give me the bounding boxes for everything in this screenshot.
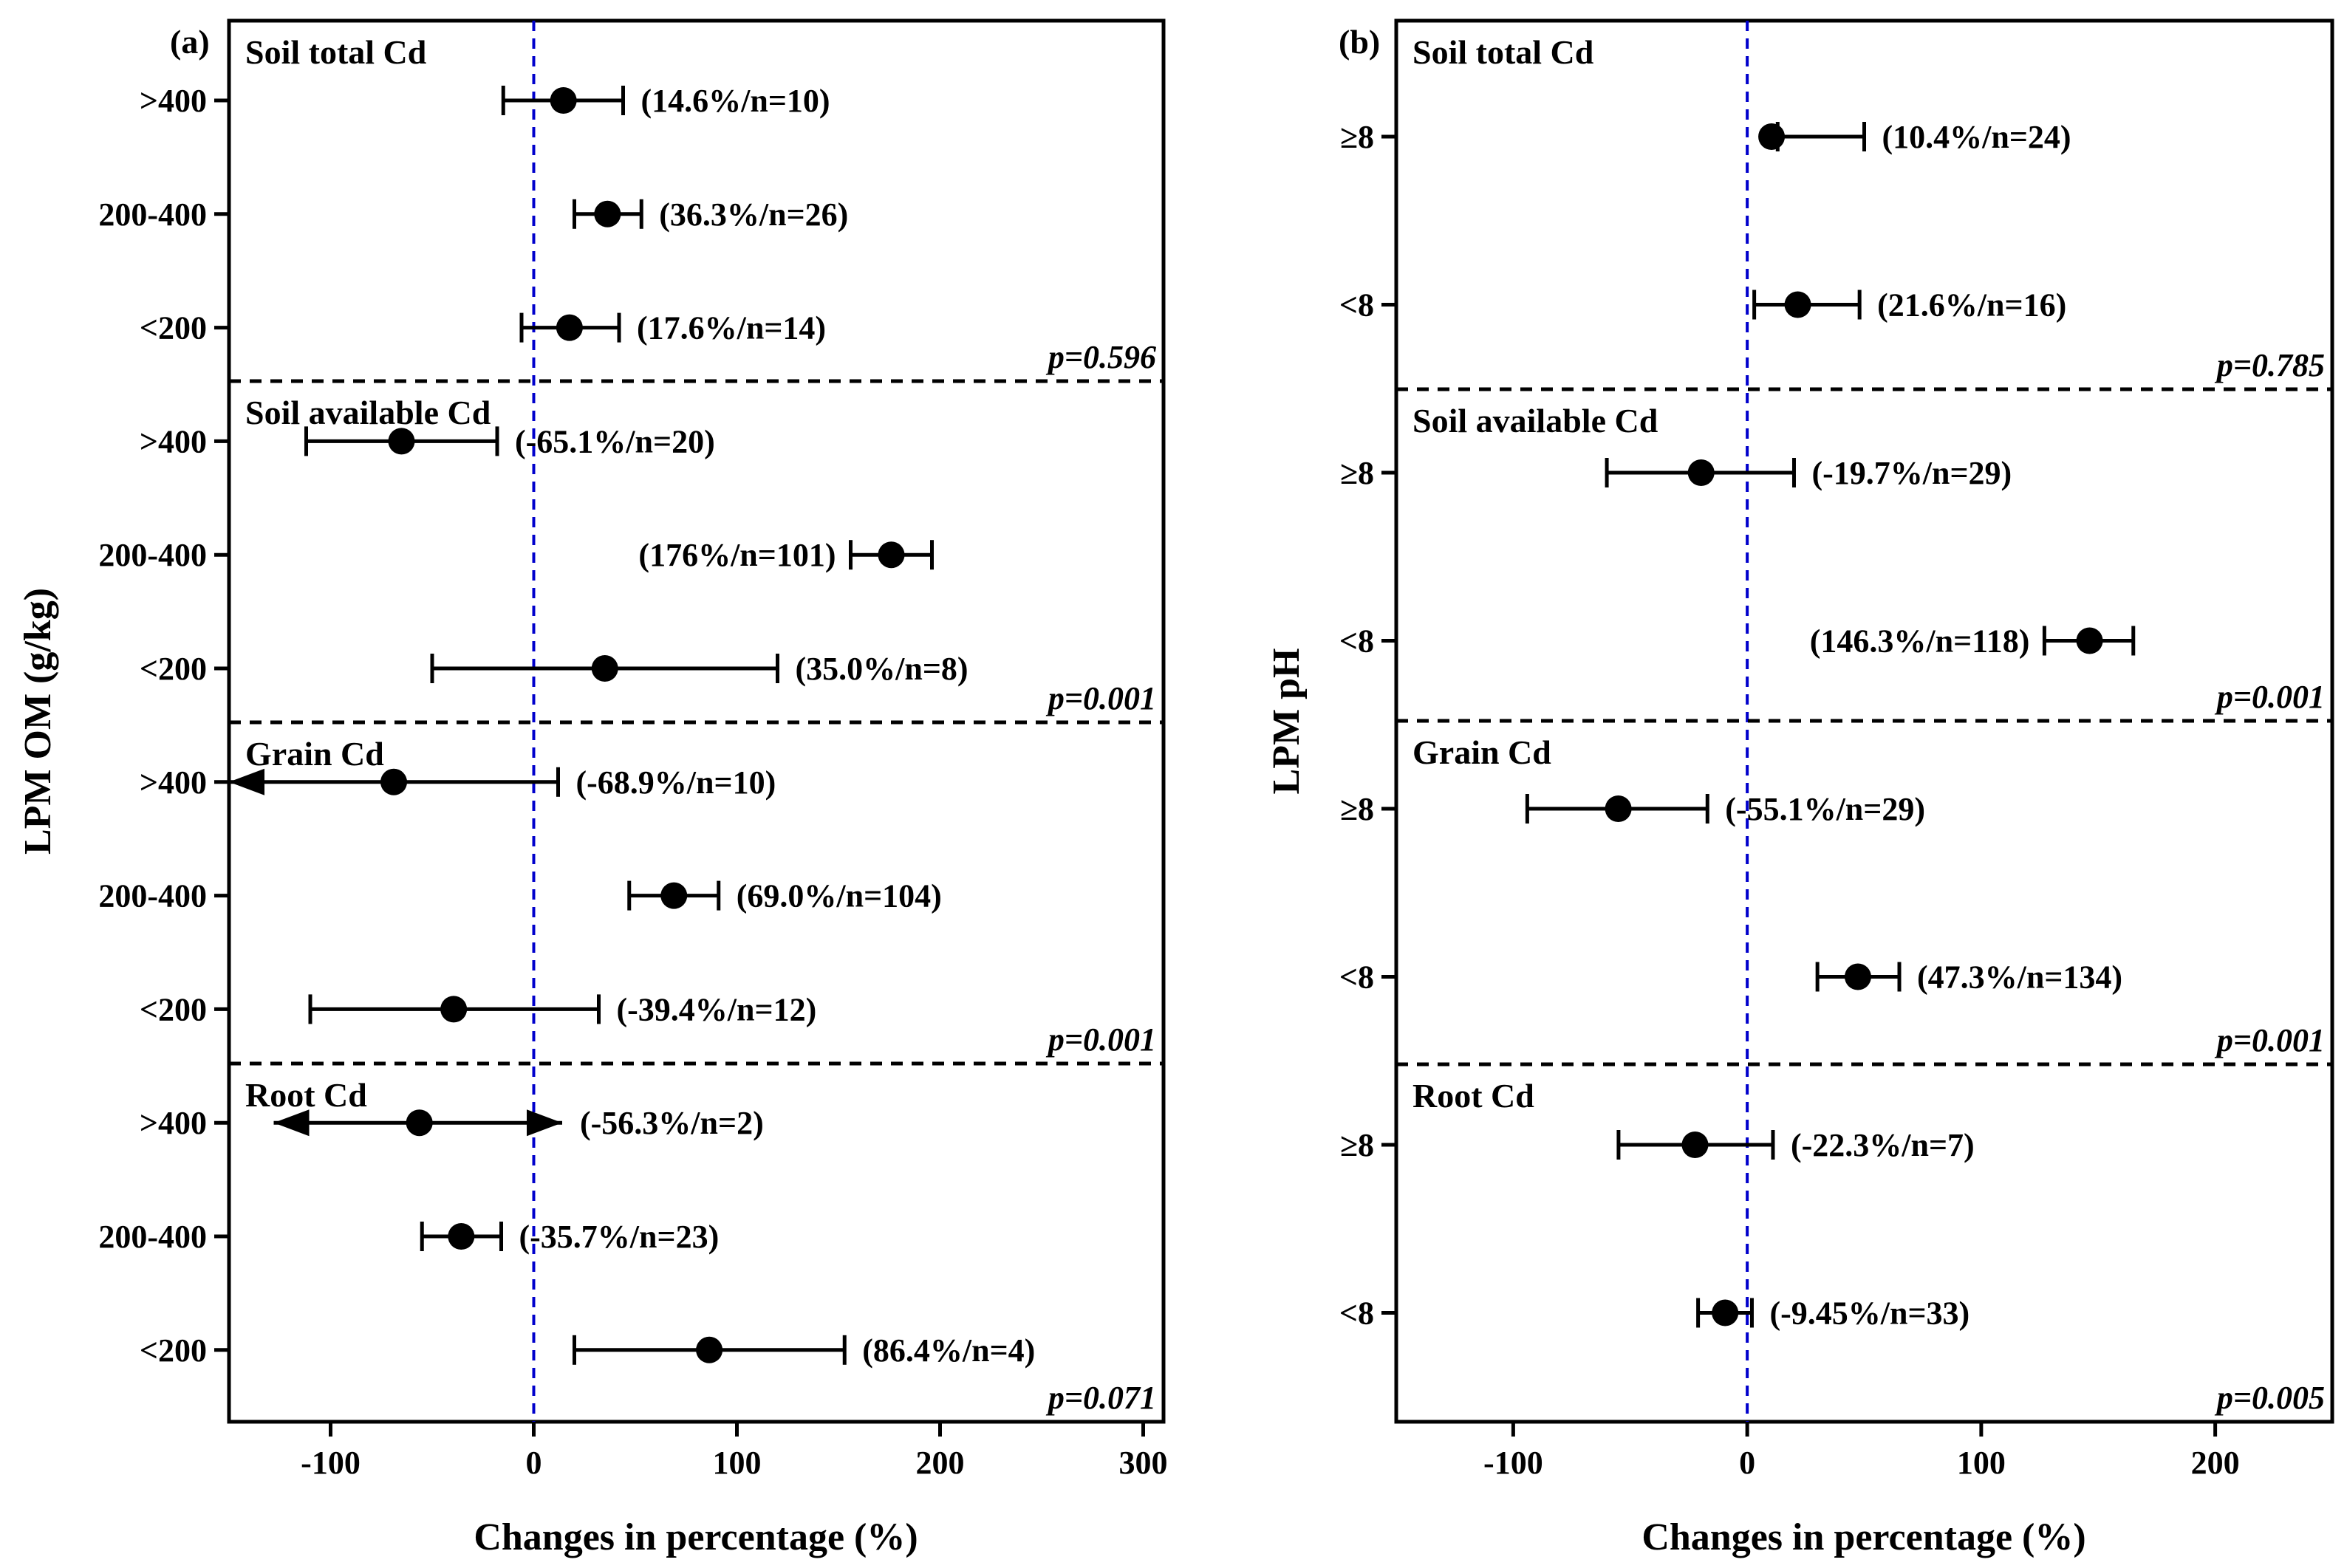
panel-a-group-title: Grain Cd [245, 735, 384, 773]
panel-a-y-tick-label: <200 [140, 651, 207, 687]
panel-a-p-value: p=0.071 [1045, 1380, 1156, 1416]
panel-a-y-tick-label: <200 [140, 1332, 207, 1369]
panel-a-y-tick-label: >400 [140, 83, 207, 119]
panel-a-mean-point [878, 541, 905, 569]
panel-b-group-title: Soil total Cd [1412, 33, 1594, 71]
panel-a-y-tick-label: >400 [140, 764, 207, 801]
panel-b-data-label: (10.4%/n=24) [1882, 119, 2071, 155]
panel-b-tag: (b) [1339, 23, 1380, 61]
panel-a-tag: (a) [170, 23, 210, 61]
panel-b-data-label: (146.3%/n=118) [1810, 623, 2030, 660]
panel-b-x-tick-label: 200 [2191, 1445, 2240, 1481]
panel-a-y-tick-label: 200-400 [98, 196, 207, 233]
panel-a-y-tick-label: <200 [140, 991, 207, 1027]
panel-a-data-label: (14.6%/n=10) [641, 83, 830, 119]
panel-a-mean-point [556, 314, 583, 341]
panel-b-p-value: p=0.001 [2214, 679, 2325, 715]
panel-b-mean-point [1687, 459, 1715, 486]
panel-b-y-tick-label: <8 [1339, 1295, 1374, 1332]
panel-a-data-label: (69.0%/n=104) [737, 878, 942, 914]
panel-a-data-label: (17.6%/n=14) [637, 310, 826, 346]
panel-a-data-label: (36.3%/n=26) [659, 196, 848, 233]
panel-b-data-label: (-22.3%/n=7) [1791, 1127, 1975, 1163]
panel-a-data-label: (-35.7%/n=23) [519, 1219, 720, 1255]
panel-a-data-label: (-39.4%/n=12) [617, 991, 817, 1027]
panel-b-mean-point [1844, 963, 1871, 990]
panel-b-y-axis-title: LPM pH [1265, 648, 1308, 795]
panel-a-y-tick-label: 200-400 [98, 1219, 207, 1255]
panel-b-x-tick-label: -100 [1483, 1445, 1543, 1481]
panel-a-x-tick-label: 300 [1119, 1445, 1168, 1481]
panel-a-data-label: (35.0%/n=8) [796, 651, 968, 687]
panel-b-group-title: Soil available Cd [1412, 402, 1658, 439]
panel-b-y-tick-label: ≥8 [1340, 791, 1374, 827]
panel-b-x-tick-label: 100 [1957, 1445, 2006, 1481]
panel-a-x-axis-title: Changes in percentage (%) [474, 1516, 918, 1558]
panel-a-y-tick-label: >400 [140, 423, 207, 459]
panel-a-data-label: (-65.1%/n=20) [515, 423, 715, 459]
panel-a-mean-point [660, 882, 688, 909]
panel-b-y-tick-label: <8 [1339, 623, 1374, 660]
panel-a-mean-point [448, 1223, 475, 1250]
panel-a-data-label: (176%/n=101) [638, 537, 836, 573]
panel-a-mean-point [696, 1336, 723, 1363]
panel-a-mean-point [594, 200, 621, 227]
panel-b-mean-point [1784, 291, 1811, 318]
panel-b-data-label: (47.3%/n=134) [1917, 959, 2122, 996]
panel-b-x-tick-label: 0 [1739, 1445, 1755, 1481]
panel-a-p-value: p=0.001 [1045, 680, 1156, 716]
panel-a-data-label: (86.4%/n=4) [862, 1332, 1035, 1369]
panel-a-group-title: Root Cd [245, 1076, 367, 1114]
panel-b-p-value: p=0.785 [2214, 347, 2325, 383]
panel-a-mean-point [388, 428, 415, 455]
panel-a-mean-point [591, 655, 618, 682]
panel-a-p-value: p=0.001 [1045, 1021, 1156, 1058]
panel-a-y-tick-label: >400 [140, 1105, 207, 1141]
panel-b-group-title: Root Cd [1412, 1077, 1534, 1115]
panel-a-p-value: p=0.596 [1045, 339, 1156, 375]
panel-a-mean-point [550, 87, 577, 114]
panel-b-p-value: p=0.005 [2214, 1380, 2325, 1416]
panel-b-mean-point [1712, 1299, 1739, 1326]
panel-b-y-tick-label: ≥8 [1340, 1127, 1374, 1163]
panel-a-x-tick-label: 0 [526, 1445, 542, 1481]
panel-b-data-label: (-19.7%/n=29) [1811, 455, 2012, 491]
panel-a-data-label: (-68.9%/n=10) [576, 764, 776, 801]
panel-b-x-axis-title: Changes in percentage (%) [1641, 1516, 2085, 1558]
panel-a-x-tick-label: 200 [916, 1445, 965, 1481]
panel-b-mean-point [1758, 123, 1786, 150]
panel-a-y-tick-label: <200 [140, 310, 207, 346]
panel-a-x-tick-label: -100 [301, 1445, 361, 1481]
panel-b-y-tick-label: <8 [1339, 287, 1374, 323]
panel-a-data-label: (-56.3%/n=2) [580, 1105, 764, 1141]
panel-a-ci-arrow-left [229, 768, 264, 795]
panel-a-ci-arrow-left [273, 1109, 310, 1137]
panel-b-mean-point [1681, 1132, 1709, 1158]
panel-b-data-label: (-55.1%/n=29) [1725, 791, 1925, 827]
panel-a-mean-point [440, 996, 468, 1023]
panel-a-mean-point [380, 768, 408, 795]
panel-a-ci-arrow-right [527, 1109, 562, 1137]
panel-b-data-label: (21.6%/n=16) [1877, 287, 2066, 323]
panel-b-mean-point [2076, 627, 2103, 654]
panel-a-y-axis-title: LPM OM (g/kg) [17, 588, 59, 855]
panel-a-group-title: Soil total Cd [245, 33, 427, 71]
panel-b-data-label: (-9.45%/n=33) [1769, 1295, 1970, 1332]
panel-b-p-value: p=0.001 [2214, 1022, 2325, 1058]
panel-b-y-tick-label: ≥8 [1340, 119, 1374, 155]
panel-a-y-tick-label: 200-400 [98, 537, 207, 573]
panel-a-x-tick-label: 100 [713, 1445, 762, 1481]
panel-b-mean-point [1605, 795, 1632, 822]
panel-a-y-tick-label: 200-400 [98, 878, 207, 914]
panel-b-group-title: Grain Cd [1412, 733, 1551, 771]
panel-b-y-tick-label: <8 [1339, 959, 1374, 996]
panel-a-mean-point [406, 1109, 433, 1137]
panel-a-group-title: Soil available Cd [245, 394, 491, 431]
panel-b-y-tick-label: ≥8 [1340, 455, 1374, 491]
